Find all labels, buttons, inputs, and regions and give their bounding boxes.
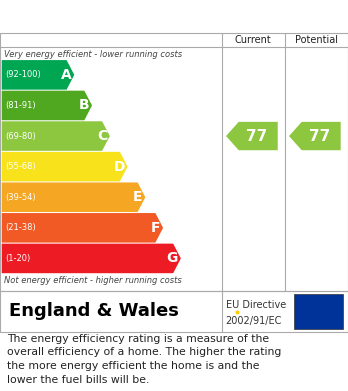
Polygon shape: [289, 122, 341, 150]
Text: A: A: [61, 68, 71, 82]
Text: EU Directive: EU Directive: [226, 300, 286, 310]
Text: (92-100): (92-100): [5, 70, 41, 79]
Text: G: G: [167, 251, 178, 265]
Text: (55-68): (55-68): [5, 162, 35, 171]
Text: D: D: [113, 160, 125, 174]
Polygon shape: [2, 244, 181, 273]
Text: (39-54): (39-54): [5, 193, 35, 202]
Polygon shape: [226, 122, 278, 150]
Polygon shape: [2, 152, 128, 181]
Text: 77: 77: [246, 129, 268, 143]
Text: 77: 77: [309, 129, 331, 143]
Text: (21-38): (21-38): [5, 223, 35, 232]
Text: Not energy efficient - higher running costs: Not energy efficient - higher running co…: [4, 276, 182, 285]
Text: Very energy efficient - lower running costs: Very energy efficient - lower running co…: [4, 50, 182, 59]
Polygon shape: [2, 121, 110, 151]
Text: 2002/91/EC: 2002/91/EC: [226, 316, 282, 326]
Polygon shape: [2, 60, 74, 90]
Text: Current: Current: [235, 35, 272, 45]
Polygon shape: [2, 183, 145, 212]
Polygon shape: [2, 213, 163, 242]
Polygon shape: [2, 91, 92, 120]
Text: (69-80): (69-80): [5, 131, 35, 140]
Text: (1-20): (1-20): [5, 254, 30, 263]
Text: F: F: [151, 221, 160, 235]
Bar: [294, 294, 343, 329]
Text: C: C: [97, 129, 107, 143]
Text: Energy Efficiency Rating: Energy Efficiency Rating: [9, 9, 230, 24]
Text: E: E: [133, 190, 143, 204]
Text: The energy efficiency rating is a measure of the
overall efficiency of a home. T: The energy efficiency rating is a measur…: [7, 334, 281, 385]
Text: England & Wales: England & Wales: [9, 303, 179, 321]
Text: B: B: [79, 99, 89, 113]
Text: Potential: Potential: [295, 35, 338, 45]
Text: (81-91): (81-91): [5, 101, 35, 110]
